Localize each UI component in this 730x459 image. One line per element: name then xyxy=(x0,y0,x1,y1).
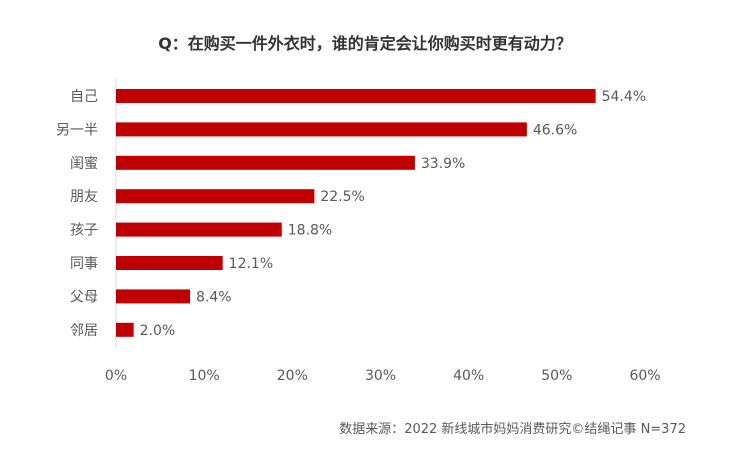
x-tick-label: 30% xyxy=(365,368,396,384)
x-tick-label: 50% xyxy=(541,368,572,384)
x-tick-label: 0% xyxy=(105,368,127,384)
x-tick-label: 60% xyxy=(629,368,660,384)
bar xyxy=(116,322,134,337)
category-label: 朋友 xyxy=(70,189,98,205)
data-label: 22.5% xyxy=(320,189,364,205)
bar xyxy=(116,189,315,204)
data-label: 2.0% xyxy=(140,323,176,339)
data-label: 8.4% xyxy=(196,289,232,305)
category-label: 孩子 xyxy=(70,223,98,239)
category-label: 邻居 xyxy=(70,323,98,339)
bar xyxy=(116,289,191,304)
data-source-note: 数据来源：2022 新线城市妈妈消费研究©结绳记事 N=372 xyxy=(339,422,686,437)
category-label: 另一半 xyxy=(56,122,98,138)
chart-title: Q：在购买一件外衣时，谁的肯定会让你购买时更有动力？ xyxy=(158,34,572,53)
category-label: 自己 xyxy=(70,89,98,105)
data-label: 54.4% xyxy=(602,89,646,105)
category-label: 父母 xyxy=(70,289,98,305)
data-label: 12.1% xyxy=(229,256,273,272)
bar xyxy=(116,256,223,270)
category-label: 同事 xyxy=(70,256,98,272)
data-label: 33.9% xyxy=(421,156,465,172)
bar xyxy=(116,122,527,137)
x-tick-label: 20% xyxy=(277,368,308,384)
category-label: 闺蜜 xyxy=(70,156,98,172)
x-tick-label: 40% xyxy=(453,368,484,384)
bar xyxy=(116,89,596,103)
x-tick-label: 10% xyxy=(189,368,220,384)
data-label: 18.8% xyxy=(288,223,332,239)
bar xyxy=(116,155,415,170)
bar xyxy=(116,222,282,237)
data-label: 46.6% xyxy=(533,122,577,138)
